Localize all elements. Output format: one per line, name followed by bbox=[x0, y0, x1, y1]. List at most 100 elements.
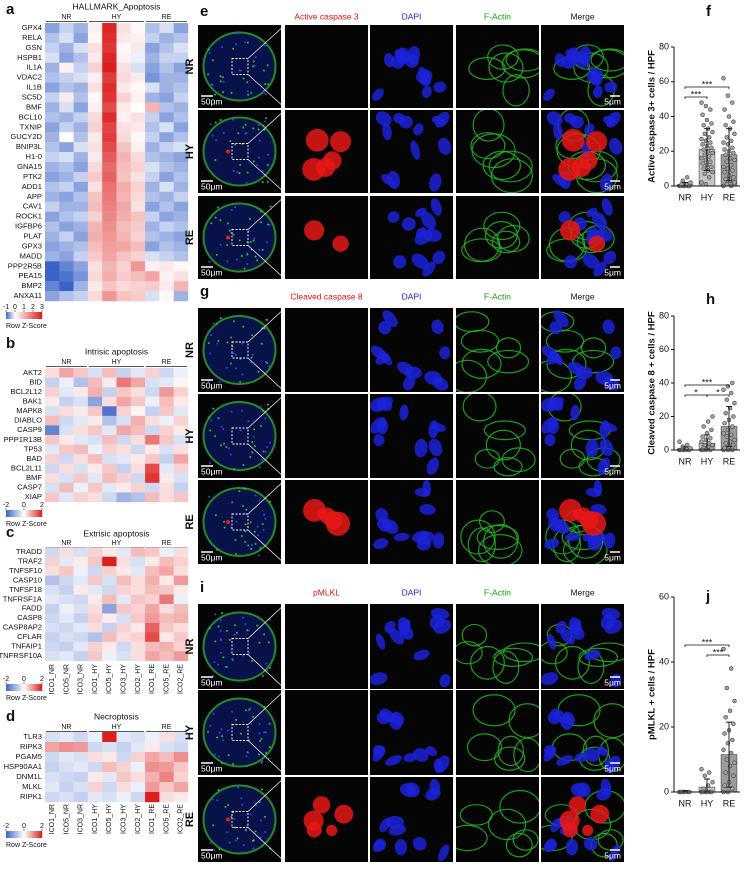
actin bbox=[501, 49, 539, 79]
tissue-dot bbox=[256, 259, 259, 262]
heatmap-cell bbox=[116, 377, 131, 388]
heatmap-cell bbox=[116, 102, 131, 113]
nucleus bbox=[397, 617, 411, 636]
nucleus bbox=[582, 253, 600, 269]
colorbar-step bbox=[19, 684, 22, 691]
heatmap-cell bbox=[116, 556, 131, 567]
heatmap-cell bbox=[159, 463, 174, 474]
scale-bar-label: 5μm bbox=[604, 96, 621, 106]
heatmap-cell bbox=[102, 281, 117, 292]
heatmap-cell bbox=[159, 112, 174, 123]
nucleus bbox=[429, 173, 442, 192]
nucleus bbox=[547, 418, 560, 435]
actin bbox=[479, 510, 505, 534]
tissue-dot bbox=[234, 206, 237, 209]
tissue-dot bbox=[233, 817, 236, 820]
colorbar-tick: -2 bbox=[3, 502, 9, 509]
data-point bbox=[709, 121, 714, 126]
stain bbox=[325, 511, 351, 536]
heatmap-cell bbox=[59, 415, 74, 426]
heatmap-cell bbox=[59, 454, 74, 464]
heatmap-cell bbox=[159, 742, 174, 753]
heatmap-cell bbox=[73, 492, 89, 503]
nucleus bbox=[433, 81, 447, 93]
heatmap-cell bbox=[130, 415, 146, 426]
column-label: ICO5_NR bbox=[63, 804, 70, 834]
tissue-dot bbox=[234, 367, 237, 370]
nucleus bbox=[373, 434, 385, 447]
colorbar-step bbox=[16, 831, 19, 838]
nucleus bbox=[378, 320, 392, 335]
heatmap-cell bbox=[130, 651, 146, 661]
colorbar-step bbox=[15, 684, 17, 691]
tissue-dot bbox=[251, 451, 254, 454]
heatmap-cell bbox=[173, 291, 189, 302]
tissue-dot bbox=[224, 665, 227, 668]
nucleus bbox=[421, 212, 436, 230]
heatmap-cell bbox=[145, 742, 160, 753]
gene-label: GUCY2D bbox=[10, 132, 42, 141]
tissue-dot bbox=[222, 131, 225, 134]
image-bg bbox=[285, 196, 368, 279]
nucleus bbox=[543, 746, 557, 762]
zoom-line bbox=[247, 827, 286, 863]
heatmap-cell bbox=[87, 575, 103, 586]
colorbar-tick: 0 bbox=[22, 823, 26, 830]
tissue-dot bbox=[240, 255, 243, 258]
scale-bar-label: 5μm bbox=[604, 466, 621, 476]
heatmap-cell bbox=[159, 291, 174, 302]
row-label: HY bbox=[184, 428, 196, 444]
data-point bbox=[724, 397, 730, 402]
panel-letter: j bbox=[705, 588, 710, 605]
colorbar-step bbox=[18, 831, 20, 838]
actin bbox=[487, 808, 527, 841]
heatmap-cell bbox=[116, 42, 131, 53]
heatmap-cell bbox=[102, 92, 117, 103]
tissue-dot bbox=[268, 666, 271, 669]
colorbar-step bbox=[18, 684, 20, 691]
heatmap-cell bbox=[159, 231, 174, 242]
heatmap-cell bbox=[159, 585, 174, 595]
heatmap-cell bbox=[102, 473, 117, 484]
actin bbox=[554, 645, 590, 680]
tissue-dot bbox=[219, 243, 222, 246]
data-point bbox=[732, 760, 737, 765]
actin bbox=[580, 337, 607, 359]
heatmap-cell bbox=[59, 585, 74, 595]
tissue-dot bbox=[241, 851, 244, 854]
heatmap-cell bbox=[45, 632, 60, 642]
heatmap-cell bbox=[102, 772, 117, 783]
heatmap-cell bbox=[45, 251, 60, 262]
zoom-box bbox=[231, 229, 249, 246]
heatmap-cell bbox=[130, 271, 146, 282]
heatmap-cell bbox=[130, 762, 146, 773]
data-point bbox=[721, 747, 726, 752]
nucleus bbox=[375, 633, 386, 650]
nucleus bbox=[555, 621, 567, 634]
colorbar-tick: 2 bbox=[40, 676, 44, 683]
tissue-dot bbox=[209, 333, 212, 336]
tissue-dot bbox=[230, 209, 233, 212]
zoom-box bbox=[231, 58, 249, 75]
colorbar-tick: -1 bbox=[3, 304, 9, 311]
nucleus bbox=[375, 111, 392, 127]
colorbar-step bbox=[13, 831, 16, 838]
data-point bbox=[731, 175, 736, 180]
overview-image: 50μm bbox=[198, 604, 281, 689]
nucleus bbox=[429, 778, 441, 796]
image-bg bbox=[285, 25, 368, 108]
heatmap-cell bbox=[45, 752, 60, 763]
heatmap-cell bbox=[102, 291, 117, 302]
heatmap-cell bbox=[45, 651, 60, 661]
colorbar-tick: 2 bbox=[40, 502, 44, 509]
heatmap-cell bbox=[73, 171, 89, 183]
heatmap-cell bbox=[159, 171, 174, 183]
heatmap-cell bbox=[173, 261, 189, 272]
tissue-dot bbox=[219, 80, 222, 83]
tissue-dot bbox=[219, 629, 222, 632]
colorbar-step bbox=[31, 312, 34, 319]
tissue-dot bbox=[266, 180, 269, 183]
heatmap-cell bbox=[73, 191, 89, 202]
data-point bbox=[731, 442, 736, 448]
heatmap-cell bbox=[87, 211, 103, 222]
